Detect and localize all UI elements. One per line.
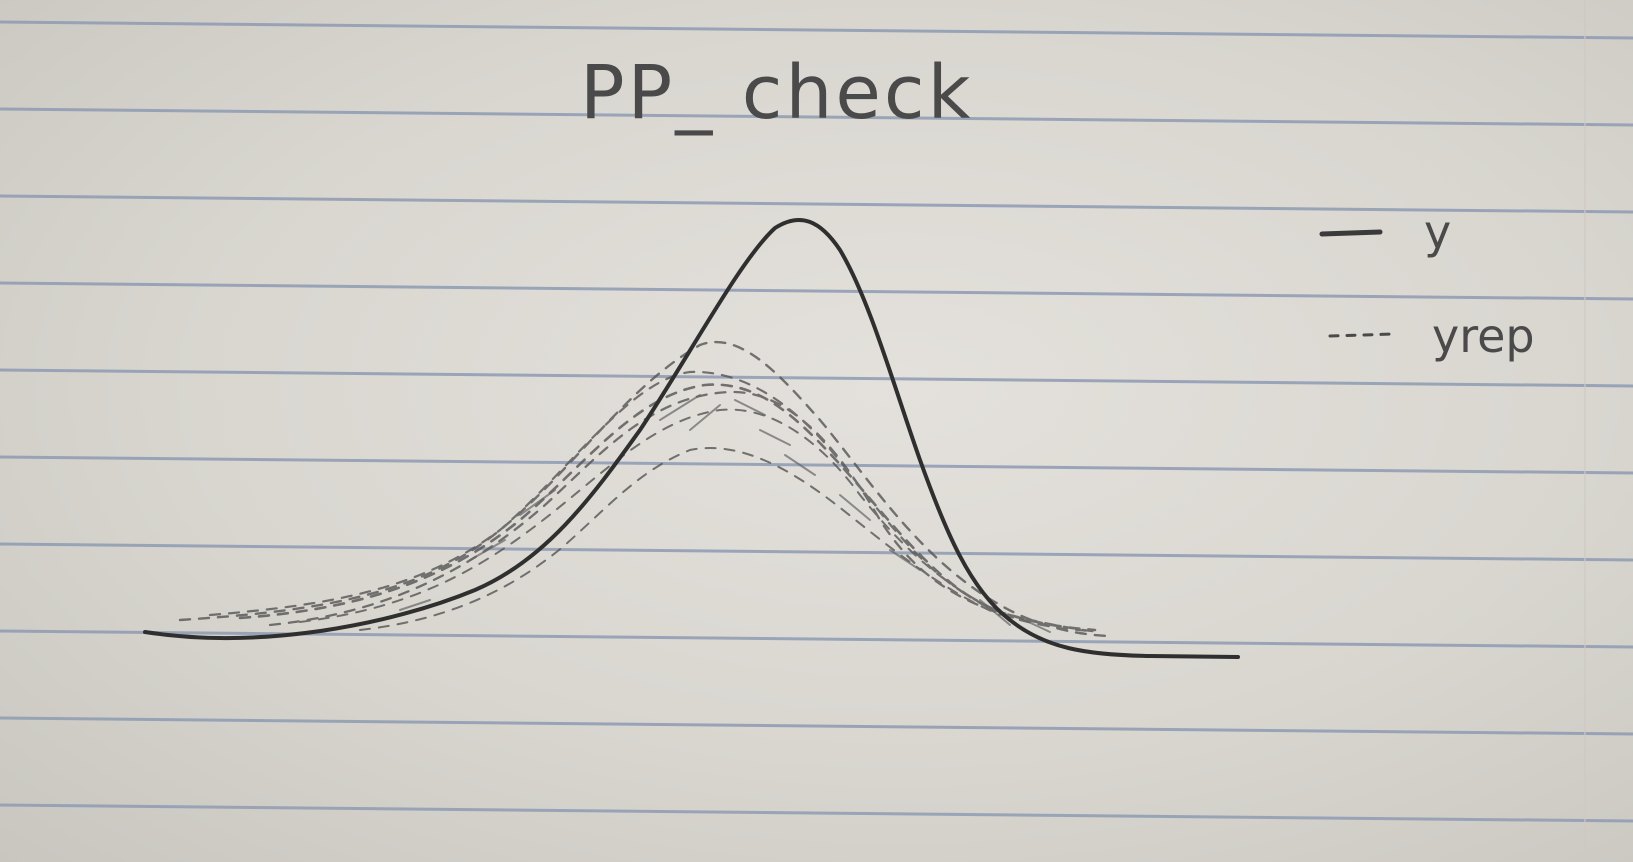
- yrep-curve: [178, 340, 1112, 638]
- ruled-line: [0, 20, 1633, 40]
- ruled-line: [0, 542, 1633, 562]
- ruled-line: [0, 803, 1633, 823]
- ruled-line: [0, 107, 1633, 127]
- y-curve: [143, 218, 1240, 659]
- pencil-hatch-marks: [399, 394, 1051, 633]
- ruled-line: [0, 629, 1633, 649]
- yrep-curve: [359, 447, 1001, 631]
- yrep-curve: [268, 390, 1032, 627]
- legend-solid-line-icon: [1319, 229, 1383, 237]
- yrep-curves: [178, 340, 1112, 638]
- yrep-curve: [238, 383, 1097, 632]
- ruled-line: [0, 281, 1633, 301]
- legend-dashed-line-icon: [1328, 332, 1397, 338]
- ruled-line: [0, 194, 1633, 214]
- ruled-line: [0, 368, 1633, 388]
- legend-label-y: y: [1424, 205, 1451, 259]
- yrep-curve: [299, 408, 1091, 632]
- legend-label-yrep: yrep: [1432, 309, 1535, 363]
- sketch-title: PP_ check: [580, 50, 973, 136]
- legend: y yrep: [1319, 205, 1535, 363]
- ruled-line: [0, 455, 1633, 475]
- ruled-line: [0, 716, 1633, 736]
